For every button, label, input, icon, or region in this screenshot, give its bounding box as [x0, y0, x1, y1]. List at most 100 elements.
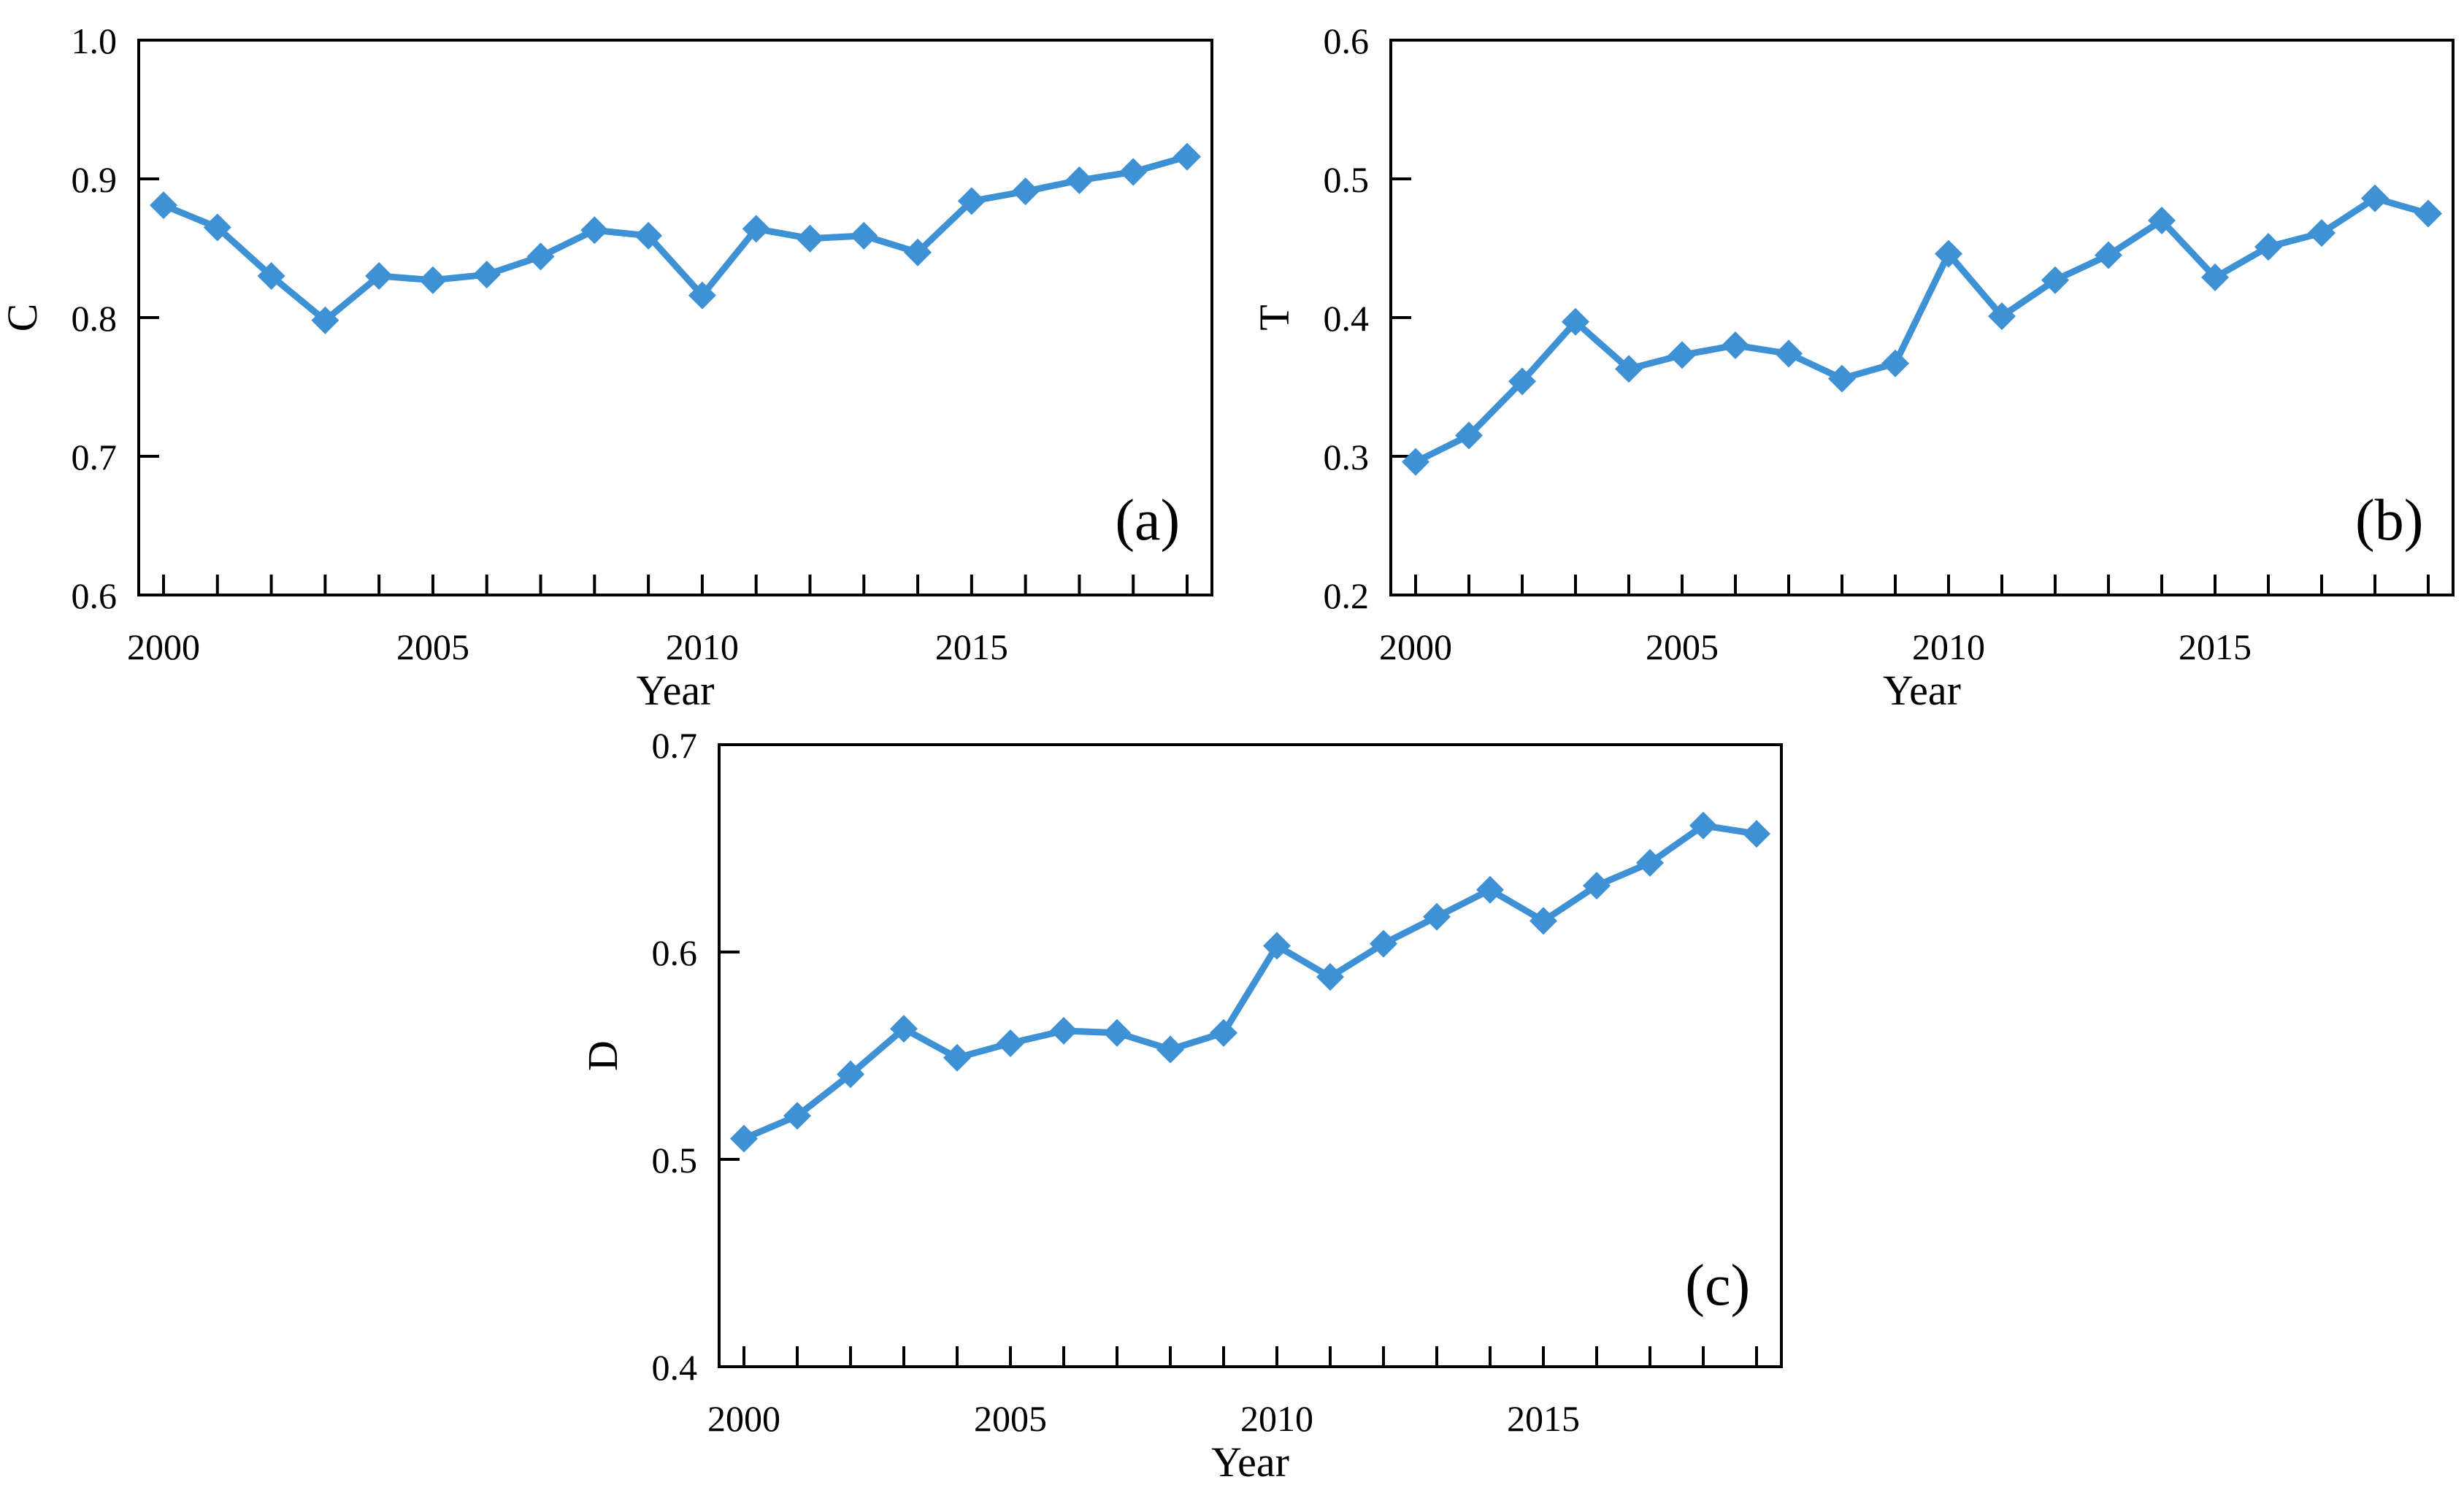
data-point-a-2000 [150, 191, 177, 220]
panel-letter-b: (b) [2355, 488, 2423, 553]
data-point-c-2006 [1050, 1016, 1078, 1045]
y-tick-label-b: 0.3 [1324, 437, 1370, 477]
x-axis-title-c: Year [1211, 1438, 1289, 1486]
y-tick-label-a: 0.8 [72, 298, 118, 339]
y-tick-label-c: 0.7 [652, 725, 698, 766]
x-tick-label-b: 2000 [1379, 626, 1452, 667]
data-point-c-2009 [1210, 1018, 1237, 1047]
data-point-a-2008 [580, 216, 609, 245]
data-point-c-2003 [890, 1015, 918, 1043]
data-point-b-2007 [1775, 339, 1803, 368]
data-point-c-2019 [1743, 820, 1770, 848]
x-tick-label-a: 2010 [666, 626, 739, 667]
data-point-b-2013 [2095, 241, 2122, 269]
data-point-c-2004 [943, 1043, 971, 1072]
data-point-c-2010 [1263, 932, 1291, 960]
chart-panel-a: 0.6 0.7 0.8 0.9 1.0 2000 2005 2010 2015 Year C (a) [0, 20, 1213, 714]
data-point-a-2002 [257, 262, 285, 290]
data-point-a-2017 [1065, 166, 1094, 194]
y-tick-label-a: 1.0 [72, 20, 118, 61]
y-tick-label-a: 0.9 [72, 159, 118, 200]
data-point-c-2000 [730, 1124, 758, 1153]
x-tick-label-c: 2010 [1240, 1398, 1313, 1439]
data-point-a-2003 [311, 306, 339, 334]
y-tick-label-c: 0.4 [652, 1347, 698, 1388]
data-point-b-2005 [1668, 341, 1696, 369]
data-point-b-2016 [2254, 233, 2282, 261]
y-tick-label-a: 0.7 [72, 437, 118, 477]
y-tick-label-b: 0.6 [1324, 20, 1370, 61]
x-tick-label-c: 2005 [974, 1398, 1047, 1439]
data-point-a-2010 [688, 281, 716, 310]
data-point-b-2001 [1455, 421, 1483, 450]
data-point-b-2017 [2308, 219, 2336, 247]
x-tick-label-b: 2005 [1646, 626, 1719, 667]
data-point-b-2014 [2148, 207, 2176, 234]
data-point-a-2016 [1011, 177, 1040, 206]
data-point-b-2008 [1828, 364, 1856, 393]
data-point-b-2004 [1615, 355, 1643, 383]
y-axis-title-b: T [1251, 304, 1298, 330]
data-point-a-2012 [796, 224, 824, 253]
x-axis-title-a: Year [637, 667, 715, 714]
x-axis-title-b: Year [1883, 667, 1961, 714]
data-point-a-2015 [957, 187, 986, 215]
data-point-c-2014 [1476, 875, 1504, 904]
data-point-a-2006 [472, 261, 501, 289]
y-axis-title-a: C [0, 304, 46, 332]
x-tick-label-a: 2005 [396, 626, 469, 667]
data-point-c-2007 [1103, 1018, 1131, 1047]
data-point-c-2005 [997, 1029, 1024, 1057]
x-tick-label-b: 2010 [1912, 626, 1985, 667]
plot-border-a [137, 39, 1213, 596]
data-point-a-2013 [850, 221, 878, 250]
data-point-b-2000 [1402, 448, 1429, 476]
panel-letter-a: (a) [1115, 488, 1180, 553]
data-point-c-2016 [1583, 872, 1611, 900]
x-tick-label-a: 2000 [127, 626, 200, 667]
data-point-b-2006 [1722, 331, 1749, 359]
data-point-a-2011 [742, 215, 770, 243]
data-point-c-2001 [783, 1102, 811, 1130]
y-tick-label-c: 0.5 [652, 1140, 698, 1181]
y-tick-label-b: 0.5 [1324, 159, 1370, 200]
panel-letter-c: (c) [1685, 1254, 1750, 1318]
data-point-c-2012 [1370, 929, 1397, 958]
data-point-b-2003 [1562, 307, 1589, 336]
data-line-a [160, 153, 1191, 324]
data-point-b-2019 [2414, 199, 2442, 228]
data-line-c [740, 822, 1760, 1143]
data-point-c-2013 [1423, 902, 1451, 931]
data-point-a-2018 [1119, 158, 1148, 186]
chart-panel-c: 0.4 0.5 0.6 0.7 2000 2005 2010 2015 Year D (c) [579, 725, 1783, 1486]
y-tick-label-c: 0.6 [652, 932, 698, 973]
y-axis-title-c: D [579, 1040, 626, 1071]
data-point-a-2014 [904, 238, 932, 266]
data-point-b-2012 [2041, 266, 2069, 294]
data-point-a-2004 [365, 262, 394, 290]
data-point-a-2001 [203, 213, 231, 242]
data-point-a-2005 [418, 266, 447, 294]
x-tick-label-c: 2015 [1507, 1398, 1580, 1439]
x-tick-label-a: 2015 [935, 626, 1008, 667]
x-tick-label-c: 2000 [707, 1398, 780, 1439]
data-point-b-2009 [1881, 349, 1909, 377]
data-point-c-2008 [1156, 1035, 1184, 1064]
data-point-b-2002 [1508, 367, 1536, 396]
data-point-b-2015 [2201, 263, 2229, 291]
y-tick-label-a: 0.6 [72, 575, 118, 616]
y-tick-label-b: 0.2 [1324, 575, 1370, 616]
data-point-c-2011 [1316, 963, 1344, 991]
data-point-c-2002 [837, 1060, 864, 1089]
chart-panel-b: 0.2 0.3 0.4 0.5 0.6 2000 2005 2010 2015 Year T (b) [1251, 20, 2455, 714]
data-point-a-2009 [634, 221, 663, 250]
x-tick-label-b: 2015 [2179, 626, 2252, 667]
plot-border-c [718, 743, 1783, 1368]
data-point-b-2011 [1988, 302, 2016, 331]
data-point-a-2007 [526, 242, 555, 271]
y-tick-label-b: 0.4 [1324, 298, 1370, 339]
data-point-c-2015 [1530, 907, 1557, 935]
data-point-c-2018 [1689, 811, 1717, 840]
